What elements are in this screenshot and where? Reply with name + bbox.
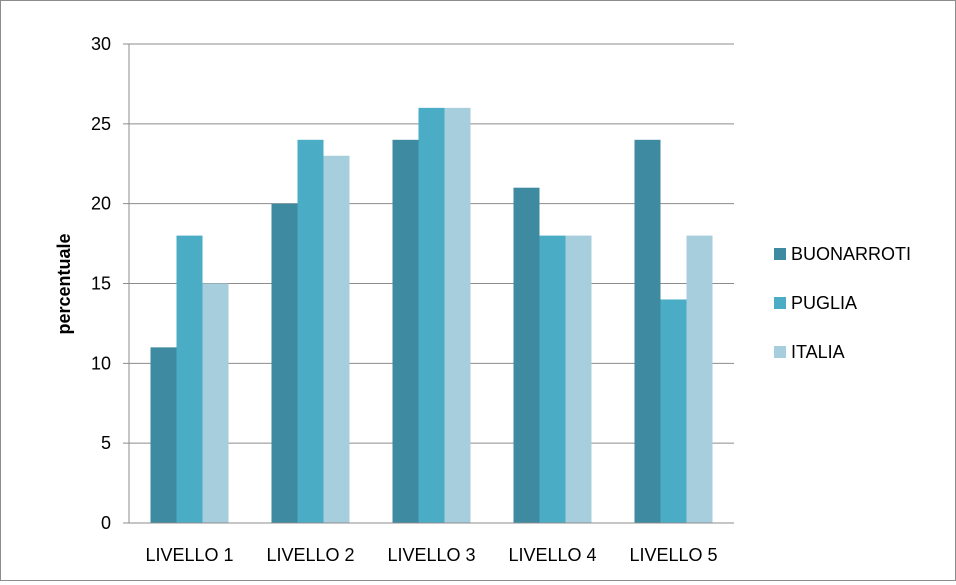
bars	[150, 107, 713, 524]
x-tick-labels: LIVELLO 1 LIVELLO 2 LIVELLO 3 LIVELLO 4 LIVE…	[145, 545, 717, 565]
legend-label: BUONARROTI	[791, 244, 911, 264]
bar-italia-1	[202, 283, 229, 523]
bar-puglia-3	[418, 107, 445, 523]
bar-italia-2	[323, 155, 350, 523]
bar-buonarroti-4	[513, 187, 540, 523]
bar-buonarroti-2	[271, 203, 298, 523]
legend: BUONARROTI PUGLIA ITALIA	[774, 244, 911, 362]
y-tick-labels: 0 5 10 15 20 25 30	[91, 34, 111, 533]
legend-swatch	[774, 297, 786, 309]
y-tick-label: 20	[91, 194, 111, 214]
bar-italia-3	[444, 107, 471, 523]
legend-swatch	[774, 248, 786, 260]
bar-italia-4	[565, 235, 592, 523]
x-tick-label: LIVELLO 3	[387, 545, 475, 565]
y-axis-label: percentuale	[54, 233, 74, 334]
y-tick-label: 30	[91, 34, 111, 54]
bar-buonarroti-3	[392, 139, 419, 524]
x-tick-label: LIVELLO 1	[145, 545, 233, 565]
y-tick-label: 0	[101, 513, 111, 533]
x-tick-label: LIVELLO 4	[508, 545, 596, 565]
bar-buonarroti-1	[150, 347, 177, 523]
bar-puglia-2	[297, 139, 324, 524]
y-tick-label: 25	[91, 114, 111, 134]
y-tick-label: 5	[101, 433, 111, 453]
legend-label: PUGLIA	[791, 293, 857, 313]
y-tick-label: 10	[91, 353, 111, 373]
axes	[128, 44, 734, 524]
bar-italia-5	[686, 235, 713, 523]
legend-swatch	[774, 346, 786, 358]
bar-buonarroti-5	[634, 139, 661, 524]
y-tick-label: 15	[91, 274, 111, 294]
bar-puglia-5	[660, 299, 687, 523]
legend-label: ITALIA	[791, 342, 845, 362]
x-tick-label: LIVELLO 5	[629, 545, 717, 565]
bar-puglia-1	[176, 235, 203, 523]
bar-puglia-4	[539, 235, 566, 523]
x-tick-label: LIVELLO 2	[266, 545, 354, 565]
